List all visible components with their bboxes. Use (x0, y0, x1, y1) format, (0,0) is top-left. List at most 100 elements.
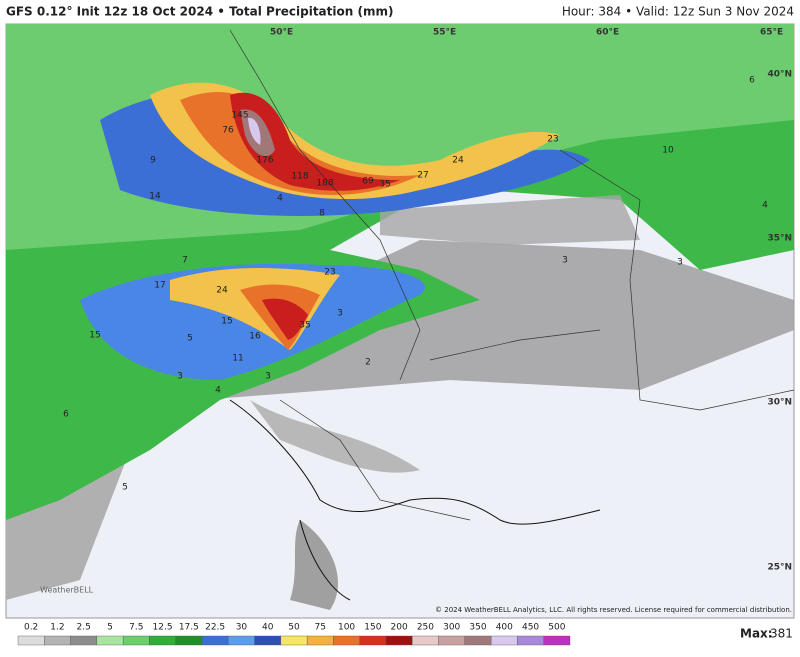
spot-value: 2 (365, 358, 371, 368)
spot-value: 76 (222, 126, 234, 136)
spot-value: 4 (277, 194, 283, 204)
colorbar-label: 7.5 (129, 623, 143, 633)
spot-value: 15 (89, 331, 100, 341)
colorbar-swatch (464, 635, 492, 646)
border (229, 29, 795, 521)
spot-value: 4 (215, 386, 221, 396)
spot-value: 27 (417, 171, 428, 181)
colorbar-swatch (254, 635, 282, 646)
colorbar-swatch (96, 635, 124, 646)
geo-label: 40°N (767, 70, 792, 80)
colorbar-label: 22.5 (205, 623, 225, 633)
header-title: GFS 0.12° Init 12z 18 Oct 2024 • Total P… (6, 5, 393, 19)
colorbar-swatch (228, 635, 255, 646)
spot-value: 145 (231, 111, 248, 121)
spot-value: 23 (547, 135, 558, 145)
colorbar-swatch (412, 635, 439, 646)
spot-value: 23 (324, 268, 335, 278)
header-valid: Hour: 384 • Valid: 12z Sun 3 Nov 2024 (562, 5, 794, 19)
geo-label: 25°N (767, 563, 792, 573)
colorbar-label: 12.5 (153, 623, 173, 633)
coastline (229, 399, 601, 601)
colorbar-label: 200 (391, 623, 408, 633)
precip-red (230, 92, 400, 191)
colorbar-label: 500 (548, 623, 565, 633)
spot-value: 176 (256, 156, 273, 166)
colorbar-label: 0.2 (24, 623, 38, 633)
colorbar-swatch (490, 635, 518, 646)
spot-value: 15 (221, 317, 232, 327)
geo-label: 30°N (767, 398, 792, 408)
spot-value: 3 (337, 309, 343, 319)
geo-label: 35°N (767, 234, 792, 244)
precip-gray (380, 195, 640, 245)
copyright: © 2024 WeatherBELL Analytics, LLC. All r… (435, 606, 792, 614)
colorbar-label: 250 (417, 623, 434, 633)
colorbar-swatch (201, 635, 229, 646)
colorbar-swatch (517, 635, 544, 646)
colorbar-swatch (122, 635, 150, 646)
colorbar-swatch (149, 635, 176, 646)
colorbar-label: 1.2 (50, 623, 64, 633)
colorbar: 0.2 1.2 2.5 5 7.5 12.5 17.5 22.5 30 40 50 75 100 150 2… (17, 623, 571, 646)
precip-max (248, 117, 261, 145)
precip-red (262, 298, 308, 340)
colorbar-label: 400 (496, 623, 513, 633)
colorbar-swatch (175, 635, 203, 646)
spot-value: 3 (677, 258, 683, 268)
spot-value: 9 (150, 156, 156, 166)
colorbar-swatch (44, 635, 71, 646)
spot-value: 35 (379, 180, 390, 190)
spot-value: 24 (452, 156, 464, 166)
spot-value: 6 (749, 76, 755, 86)
colorbar-label: 150 (364, 623, 381, 633)
spot-value: 7 (182, 256, 188, 266)
geo-label: 65°E (760, 28, 783, 38)
spot-value: 118 (291, 172, 308, 182)
colorbar-swatch (543, 635, 571, 646)
colorbar-swatch (333, 635, 360, 646)
spot-value: 5 (187, 334, 193, 344)
precip-gray (290, 520, 339, 610)
colorbar-label: 5 (107, 623, 113, 633)
colorbar-label: 100 (338, 623, 355, 633)
spot-value: 6 (63, 410, 69, 420)
colorbar-label: 17.5 (179, 623, 199, 633)
spot-value: 188 (316, 179, 333, 189)
spot-value: 10 (662, 146, 674, 156)
geo-label: 55°E (433, 28, 456, 38)
colorbar-swatch (70, 635, 98, 646)
colorbar-swatch (359, 635, 387, 646)
colorbar-label: 40 (262, 623, 274, 633)
colorbar-swatch (17, 635, 45, 646)
max-value: 381 (770, 627, 793, 641)
max-label: Max: (740, 627, 773, 641)
spot-value: 11 (232, 354, 243, 364)
colorbar-label: 300 (443, 623, 460, 633)
colorbar-swatch (306, 635, 334, 646)
spot-value: 3 (265, 372, 271, 382)
colorbar-label: 2.5 (77, 623, 91, 633)
geo-label: 50°E (270, 28, 293, 38)
spot-value: 17 (154, 281, 165, 291)
spot-value: 14 (149, 192, 161, 202)
colorbar-swatch (385, 635, 413, 646)
colorbar-label: 350 (469, 623, 486, 633)
spot-value: 8 (319, 209, 325, 219)
colorbar-label: 50 (288, 623, 300, 633)
colorbar-swatch (280, 635, 308, 646)
colorbar-label: 75 (315, 623, 326, 633)
colorbar-label: 30 (236, 623, 248, 633)
spot-value: 16 (249, 332, 261, 342)
geo-label: 60°E (596, 28, 619, 38)
spot-value: 3 (177, 372, 183, 382)
colorbar-label: 450 (522, 623, 539, 633)
colorbar-swatch (438, 635, 466, 646)
spot-value: 24 (216, 286, 228, 296)
spot-value: 69 (362, 177, 374, 187)
spot-value: 4 (762, 201, 768, 211)
spot-value: 3 (562, 256, 568, 266)
map (5, 23, 795, 619)
